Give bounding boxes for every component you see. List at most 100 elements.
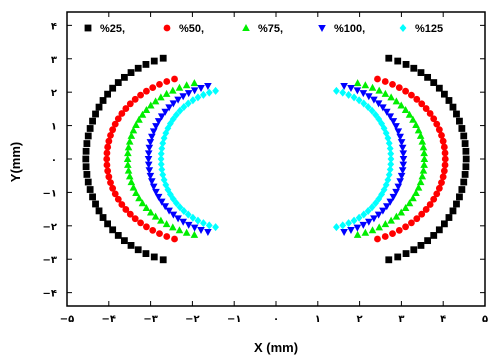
data-point	[368, 226, 377, 234]
data-point	[445, 214, 453, 221]
data-point	[197, 226, 205, 234]
data-point	[392, 188, 400, 196]
data-point	[414, 126, 423, 134]
data-point	[154, 118, 163, 126]
x-tick-label: −۲	[185, 314, 199, 325]
data-point	[118, 201, 126, 208]
x-tick-label: ۳	[398, 314, 404, 325]
data-point	[460, 178, 468, 186]
data-point	[359, 221, 368, 229]
data-point	[168, 86, 177, 94]
data-point	[137, 219, 144, 227]
legend-label: %25,	[100, 23, 125, 35]
data-point	[441, 149, 449, 157]
data-point	[143, 87, 150, 95]
data-point	[149, 183, 158, 191]
data-point	[394, 57, 402, 65]
data-point	[440, 90, 448, 98]
data-point	[114, 232, 122, 239]
data-point	[89, 117, 96, 125]
data-point	[430, 232, 438, 239]
data-point	[149, 84, 157, 92]
data-point	[417, 242, 425, 249]
data-point	[340, 83, 348, 91]
data-point	[381, 78, 389, 85]
data-point	[439, 137, 447, 145]
data-point	[109, 226, 117, 234]
y-axis: −۴ −۳ −۲ −۱ ۰ ۱ ۲ ۳ ۴	[43, 21, 485, 300]
data-point	[401, 203, 410, 211]
data-point	[396, 178, 404, 186]
data-point	[381, 220, 390, 228]
data-point	[169, 100, 178, 108]
data-point	[82, 155, 90, 163]
data-point	[159, 256, 167, 264]
data-point	[345, 90, 353, 99]
data-point	[435, 126, 443, 134]
x-tick-label: ۱	[315, 314, 321, 325]
data-point	[456, 117, 463, 125]
data-point	[145, 167, 154, 175]
data-point	[387, 149, 395, 158]
data-point	[109, 184, 117, 192]
data-point	[127, 178, 136, 186]
data-point	[180, 206, 188, 215]
data-point	[135, 194, 143, 202]
data-point	[347, 85, 355, 93]
series-3	[123, 79, 429, 238]
data-point	[385, 256, 393, 264]
data-point	[132, 189, 140, 197]
legend: %25, %50, %75, %100, %125	[84, 23, 443, 35]
data-series	[82, 54, 470, 264]
data-point	[83, 171, 91, 178]
data-point	[194, 216, 202, 225]
data-point	[416, 131, 425, 139]
data-point	[114, 79, 122, 86]
data-point	[375, 86, 384, 94]
data-point	[127, 69, 135, 76]
data-point	[433, 120, 441, 128]
data-point	[440, 220, 448, 228]
legend-label: %125	[415, 23, 443, 35]
y-tick-label: ۲	[51, 88, 57, 99]
data-point	[129, 126, 138, 134]
data-point	[123, 155, 132, 162]
data-point	[350, 93, 358, 102]
legend-label: %50,	[179, 23, 204, 35]
data-point	[175, 83, 184, 91]
data-point	[413, 95, 421, 103]
data-point	[142, 250, 150, 257]
data-point	[163, 78, 171, 85]
data-point	[137, 91, 144, 99]
data-point	[124, 149, 132, 157]
data-point	[439, 173, 447, 181]
data-point	[158, 144, 166, 153]
data-point	[120, 73, 128, 81]
data-point	[161, 108, 170, 116]
data-point	[435, 184, 443, 192]
data-point	[386, 165, 394, 174]
data-point	[435, 226, 443, 234]
data-point	[368, 83, 377, 91]
data-point	[402, 87, 409, 95]
data-point	[355, 213, 363, 222]
data-point	[389, 118, 398, 126]
data-point	[205, 88, 213, 97]
data-point	[397, 208, 406, 216]
legend-marker	[399, 24, 407, 32]
data-point	[146, 208, 155, 216]
data-point	[154, 193, 163, 201]
series-2	[103, 75, 449, 243]
data-point	[408, 91, 415, 99]
data-point	[151, 97, 160, 105]
data-point	[111, 120, 119, 128]
data-point	[458, 125, 466, 132]
x-tick-label: −۴	[102, 314, 116, 325]
series-5	[157, 86, 395, 232]
data-point	[104, 143, 112, 151]
data-point	[189, 96, 197, 105]
data-point	[176, 106, 184, 115]
data-point	[184, 210, 192, 219]
data-point	[420, 149, 428, 157]
data-point	[175, 226, 184, 234]
